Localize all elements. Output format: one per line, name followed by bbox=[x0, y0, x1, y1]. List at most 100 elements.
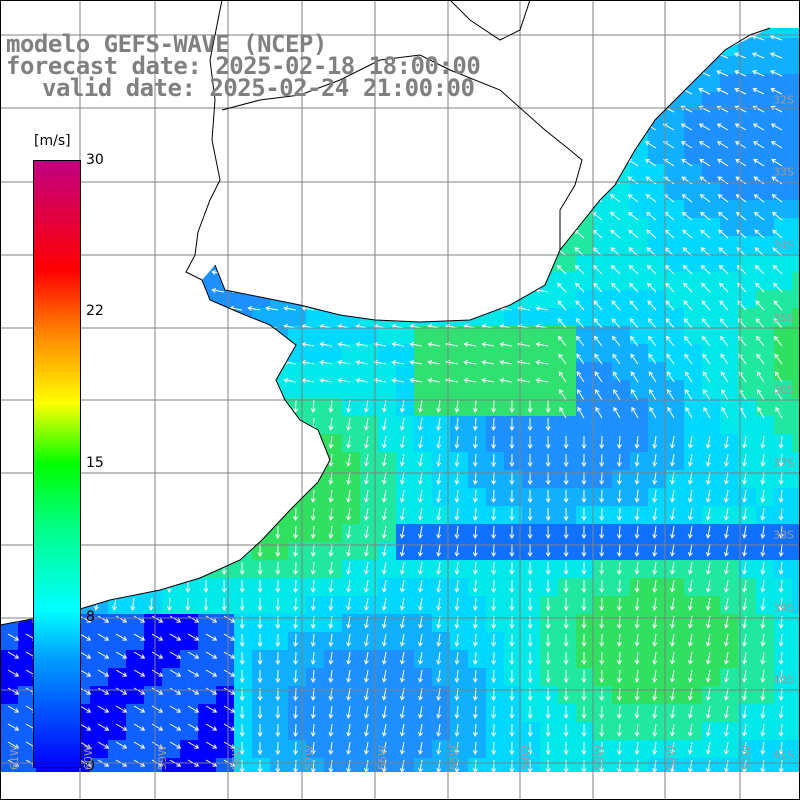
wind-arrow-head bbox=[742, 533, 748, 539]
wind-arrow-head bbox=[771, 211, 777, 217]
speed-cell bbox=[252, 614, 270, 632]
wind-arrow bbox=[735, 176, 747, 185]
wind-arrow bbox=[23, 597, 27, 610]
speed-cell bbox=[522, 128, 540, 146]
wind-arrow bbox=[644, 35, 657, 41]
wind-arrow bbox=[410, 109, 423, 113]
wind-arrow-head bbox=[454, 444, 460, 449]
wind-arrow bbox=[168, 453, 171, 467]
wind-arrow bbox=[104, 271, 117, 275]
speed-cell bbox=[414, 200, 432, 218]
wind-arrow bbox=[104, 343, 117, 347]
wind-arrow-head bbox=[275, 552, 281, 557]
speed-cell bbox=[558, 560, 576, 578]
speed-cell bbox=[558, 380, 576, 398]
wind-arrow bbox=[86, 199, 99, 203]
wind-arrow bbox=[212, 235, 225, 239]
wind-arrow-head bbox=[670, 623, 675, 629]
wind-arrow-head bbox=[381, 659, 387, 665]
wind-arrow-head bbox=[770, 141, 776, 146]
speed-cell bbox=[198, 722, 216, 740]
speed-cell bbox=[324, 470, 342, 488]
wind-arrow-head bbox=[557, 300, 563, 306]
wind-arrow bbox=[194, 127, 207, 131]
wind-arrow-head bbox=[581, 498, 587, 503]
speed-cell bbox=[108, 200, 126, 218]
wind-arrow-head bbox=[581, 588, 587, 593]
wind-arrow bbox=[312, 633, 315, 646]
wind-arrow bbox=[671, 525, 675, 538]
wind-arrow bbox=[636, 597, 639, 610]
wind-arrow-head bbox=[257, 480, 263, 485]
wind-arrow-head bbox=[652, 623, 658, 629]
speed-cell bbox=[612, 470, 630, 488]
speed-cell bbox=[270, 146, 288, 164]
wind-arrow bbox=[338, 361, 351, 365]
wind-arrow bbox=[14, 127, 27, 131]
speed-cell bbox=[234, 578, 252, 596]
speed-cell bbox=[90, 578, 108, 596]
speed-cell bbox=[90, 506, 108, 524]
speed-cell bbox=[522, 92, 540, 110]
wind-arrow-head bbox=[193, 216, 199, 221]
wind-arrow bbox=[646, 212, 657, 221]
speed-cell bbox=[702, 218, 720, 236]
speed-cell bbox=[720, 578, 738, 596]
wind-arrow-head bbox=[166, 552, 172, 557]
wind-arrow bbox=[703, 407, 711, 419]
speed-cell bbox=[216, 254, 234, 272]
wind-arrow-head bbox=[705, 443, 711, 449]
speed-cell bbox=[504, 146, 522, 164]
wind-arrow-head bbox=[627, 176, 633, 181]
speed-cell bbox=[270, 272, 288, 290]
speed-cell bbox=[234, 254, 252, 272]
wind-arrow-head bbox=[723, 479, 729, 485]
speed-cell bbox=[630, 236, 648, 254]
speed-cell bbox=[396, 578, 414, 596]
speed-cell bbox=[180, 200, 198, 218]
wind-arrow bbox=[338, 289, 351, 293]
speed-cell bbox=[0, 92, 18, 110]
wind-arrow bbox=[666, 336, 675, 347]
speed-cell bbox=[360, 416, 378, 434]
wind-arrow bbox=[536, 271, 549, 275]
wind-arrow-head bbox=[247, 270, 253, 275]
wind-arrow bbox=[428, 361, 441, 365]
wind-arrow bbox=[689, 471, 693, 484]
wind-arrow-head bbox=[665, 300, 671, 306]
wind-arrow-head bbox=[93, 479, 99, 485]
speed-cell bbox=[612, 506, 630, 524]
wind-arrow-head bbox=[391, 342, 397, 347]
wind-arrow bbox=[383, 651, 387, 664]
speed-cell bbox=[414, 362, 432, 380]
wind-arrow-head bbox=[607, 52, 613, 58]
wind-arrow bbox=[464, 307, 477, 311]
wind-arrow bbox=[664, 229, 675, 239]
wind-arrow-head bbox=[355, 144, 361, 149]
wind-arrow bbox=[365, 651, 369, 664]
speed-cell bbox=[342, 416, 360, 434]
wind-arrow bbox=[558, 336, 567, 347]
speed-cell bbox=[396, 722, 414, 740]
speed-cell bbox=[774, 182, 792, 200]
speed-cell bbox=[684, 218, 702, 236]
wind-arrow-head bbox=[166, 606, 172, 611]
speed-cell bbox=[324, 128, 342, 146]
speed-cell bbox=[648, 542, 666, 560]
wind-arrow bbox=[681, 123, 693, 131]
speed-cell bbox=[774, 128, 792, 146]
speed-cell bbox=[504, 200, 522, 218]
wind-arrow-head bbox=[175, 126, 181, 131]
wind-arrow bbox=[7, 651, 19, 659]
speed-cell bbox=[792, 28, 800, 38]
wind-arrow-head bbox=[257, 624, 263, 629]
speed-cell bbox=[396, 344, 414, 362]
speed-cell bbox=[432, 254, 450, 272]
speed-cell bbox=[774, 650, 792, 668]
speed-cell bbox=[234, 398, 252, 416]
speed-cell bbox=[0, 290, 18, 308]
wind-arrow-head bbox=[346, 425, 352, 431]
speed-cell bbox=[540, 686, 558, 704]
speed-cell bbox=[558, 416, 576, 434]
wind-arrow bbox=[122, 217, 135, 221]
